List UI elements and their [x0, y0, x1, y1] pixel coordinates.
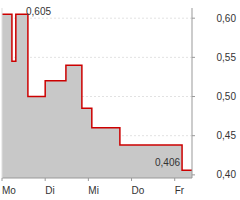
plot-data: [2, 14, 192, 178]
line: [2, 14, 192, 170]
x-tick-label: Di: [45, 185, 54, 196]
y-tick-label: 0,55: [217, 52, 237, 63]
annotation: 0,406: [155, 157, 180, 168]
x-tick-label: Mo: [2, 185, 16, 196]
x-axis: [2, 178, 192, 179]
grid-line: [2, 57, 192, 58]
frame-left: [2, 8, 3, 178]
y-tick-label: 0,45: [217, 130, 237, 141]
y-tick-label: 0,50: [217, 91, 237, 102]
y-axis: [192, 8, 193, 178]
grid-line: [2, 18, 192, 19]
x-tick-label: Fr: [175, 185, 185, 196]
annotation: 0,605: [26, 6, 51, 17]
y-tick-label: 0,40: [217, 169, 237, 180]
x-tick-label: Mi: [88, 185, 99, 196]
x-tick-label: Do: [132, 185, 145, 196]
area: [2, 14, 192, 178]
y-tick-label: 0,60: [217, 13, 237, 24]
chart: 0,40 0,45 0,50 0,55 0,60 Mo Di Mi Do Fr 0,605 0,406: [0, 0, 240, 200]
